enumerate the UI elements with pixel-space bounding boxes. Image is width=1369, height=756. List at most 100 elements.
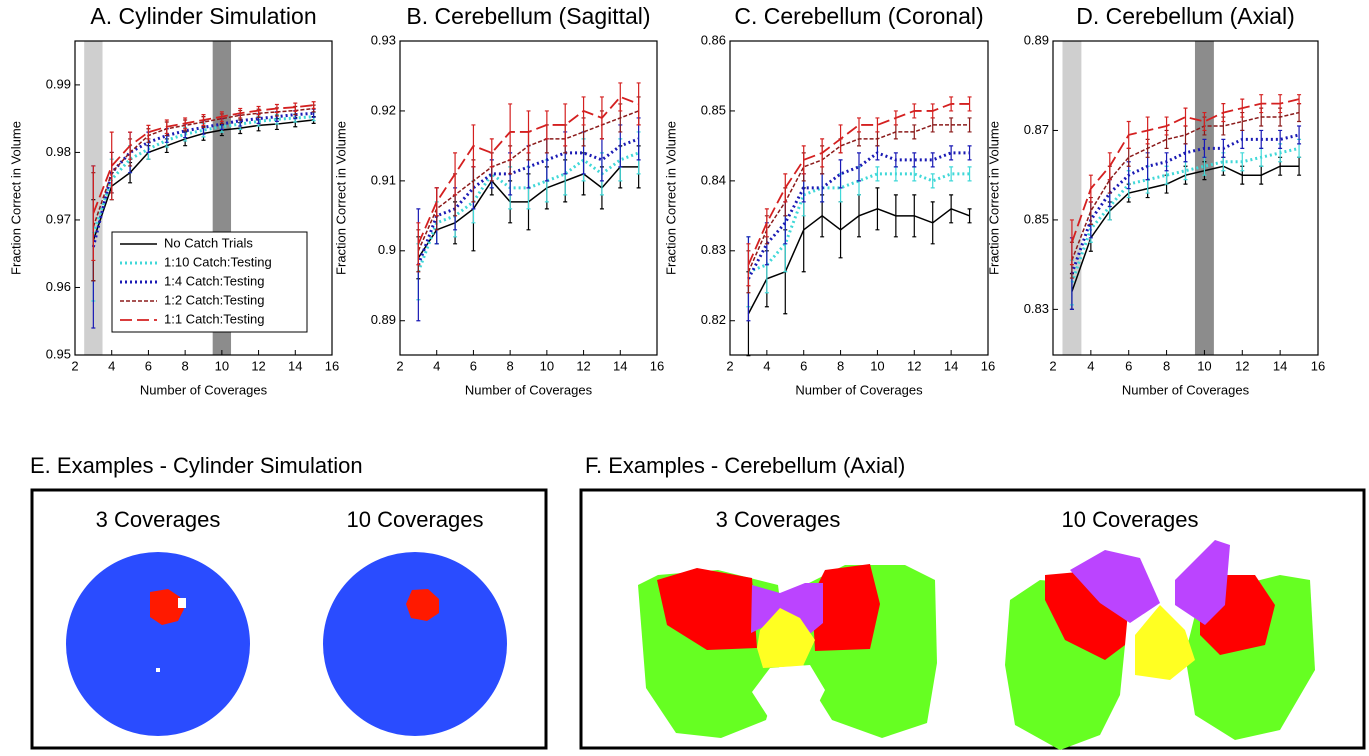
- series-line: [1071, 165, 1300, 292]
- error-bar: [875, 166, 880, 182]
- y-tick-label: 0.91: [371, 172, 396, 187]
- y-tick-label: 0.85: [1024, 211, 1049, 226]
- x-tick-label: 6: [470, 358, 477, 373]
- x-tick-label: 10: [540, 358, 554, 373]
- legend-label: No Catch Trials: [164, 235, 253, 250]
- shaded-band: [1194, 41, 1214, 355]
- error-bar: [489, 138, 494, 168]
- x-tick-label: 16: [650, 358, 664, 373]
- example-frame: [30, 488, 548, 750]
- example-label: 10 Coverages: [1062, 507, 1199, 532]
- error-bar: [1183, 107, 1188, 127]
- error-bar: [930, 173, 935, 189]
- x-tick-label: 8: [507, 358, 514, 373]
- error-bar: [146, 124, 151, 140]
- example-label: 10 Coverages: [347, 507, 484, 532]
- error-bar: [930, 152, 935, 168]
- y-axis-label: Fraction Correct in Volume: [663, 121, 678, 275]
- x-tick-label: 4: [763, 358, 770, 373]
- cerebellum-image: [1005, 540, 1315, 750]
- y-tick-label: 0.89: [1024, 32, 1049, 47]
- x-tick-label: 16: [1311, 358, 1325, 373]
- cylinder-image: [323, 552, 507, 736]
- y-tick-label: 0.96: [46, 279, 71, 294]
- x-tick-label: 6: [800, 358, 807, 373]
- y-axis-label: Fraction Correct in Volume: [986, 121, 1001, 275]
- plot-frame: [1052, 40, 1319, 356]
- y-axis-label: Fraction Correct in Volume: [8, 121, 23, 275]
- y-tick-label: 0.82: [701, 312, 726, 327]
- y-tick-label: 0.83: [701, 242, 726, 257]
- legend-label: 1:1 Catch:Testing: [164, 311, 264, 326]
- x-tick-label: 4: [1087, 358, 1094, 373]
- x-tick-label: 8: [837, 358, 844, 373]
- x-tick-label: 12: [576, 358, 590, 373]
- plot-frame: [74, 40, 333, 356]
- error-bar: [293, 102, 298, 112]
- x-tick-label: 12: [1235, 358, 1249, 373]
- legend-label: 1:4 Catch:Testing: [164, 273, 264, 288]
- y-tick-label: 0.84: [701, 172, 726, 187]
- series-line: [1070, 133, 1300, 275]
- x-tick-label: 12: [907, 358, 921, 373]
- series-line: [1071, 98, 1300, 243]
- x-axis-label: Number of Coverages: [465, 382, 593, 397]
- error-bar: [949, 145, 954, 161]
- error-bar: [857, 117, 861, 133]
- x-tick-label: 14: [944, 358, 958, 373]
- x-tick-label: 14: [288, 358, 302, 373]
- y-tick-label: 0.9: [378, 242, 396, 257]
- x-tick-label: 10: [1197, 358, 1211, 373]
- y-axis-label: Fraction Correct in Volume: [333, 121, 348, 275]
- error-bar: [1126, 147, 1131, 167]
- x-tick-label: 14: [1273, 358, 1287, 373]
- x-tick-label: 6: [145, 358, 152, 373]
- error-bar: [311, 101, 316, 110]
- error-bar: [618, 82, 623, 112]
- y-tick-label: 0.93: [371, 32, 396, 47]
- x-tick-label: 10: [215, 358, 229, 373]
- series-line: [92, 104, 314, 214]
- x-tick-label: 2: [396, 358, 403, 373]
- error-bar: [912, 152, 917, 168]
- x-tick-label: 10: [870, 358, 884, 373]
- x-tick-label: 8: [182, 358, 189, 373]
- error-bar: [1202, 111, 1207, 132]
- x-tick-label: 8: [1163, 358, 1170, 373]
- series-line: [417, 95, 639, 245]
- error-bar: [1278, 129, 1283, 149]
- x-axis-label: Number of Coverages: [1122, 382, 1250, 397]
- error-bar: [636, 82, 641, 126]
- x-tick-label: 12: [251, 358, 265, 373]
- cerebellum-image: [638, 564, 937, 738]
- error-bar: [109, 131, 114, 201]
- error-bar: [967, 166, 972, 182]
- series-line: [1071, 111, 1300, 261]
- plot-frame: [399, 40, 658, 356]
- y-tick-label: 0.99: [46, 76, 71, 91]
- example-title: E. Examples - Cylinder Simulation: [30, 453, 363, 478]
- example-title: F. Examples - Cerebellum (Axial): [585, 453, 905, 478]
- x-tick-label: 4: [108, 358, 115, 373]
- y-tick-label: 0.83: [1024, 301, 1049, 316]
- plot-frame: [729, 40, 989, 356]
- error-bar: [875, 117, 880, 133]
- error-bar: [838, 159, 843, 189]
- x-tick-label: 4: [433, 358, 440, 373]
- y-tick-label: 0.95: [46, 346, 71, 361]
- x-tick-label: 14: [613, 358, 627, 373]
- series-line: [747, 103, 970, 266]
- x-axis-label: Number of Coverages: [140, 382, 268, 397]
- legend-label: 1:10 Catch:Testing: [164, 254, 272, 269]
- y-tick-label: 0.98: [46, 144, 71, 159]
- legend-box: [111, 231, 308, 333]
- x-tick-label: 16: [325, 358, 339, 373]
- chart-title: C. Cerebellum (Coronal): [734, 3, 983, 29]
- x-tick-label: 2: [71, 358, 78, 373]
- chart-title: D. Cerebellum (Axial): [1076, 3, 1295, 29]
- error-bar: [949, 166, 954, 182]
- error-bar: [801, 145, 806, 175]
- example-label: 3 Coverages: [716, 507, 841, 532]
- error-bar: [563, 103, 568, 147]
